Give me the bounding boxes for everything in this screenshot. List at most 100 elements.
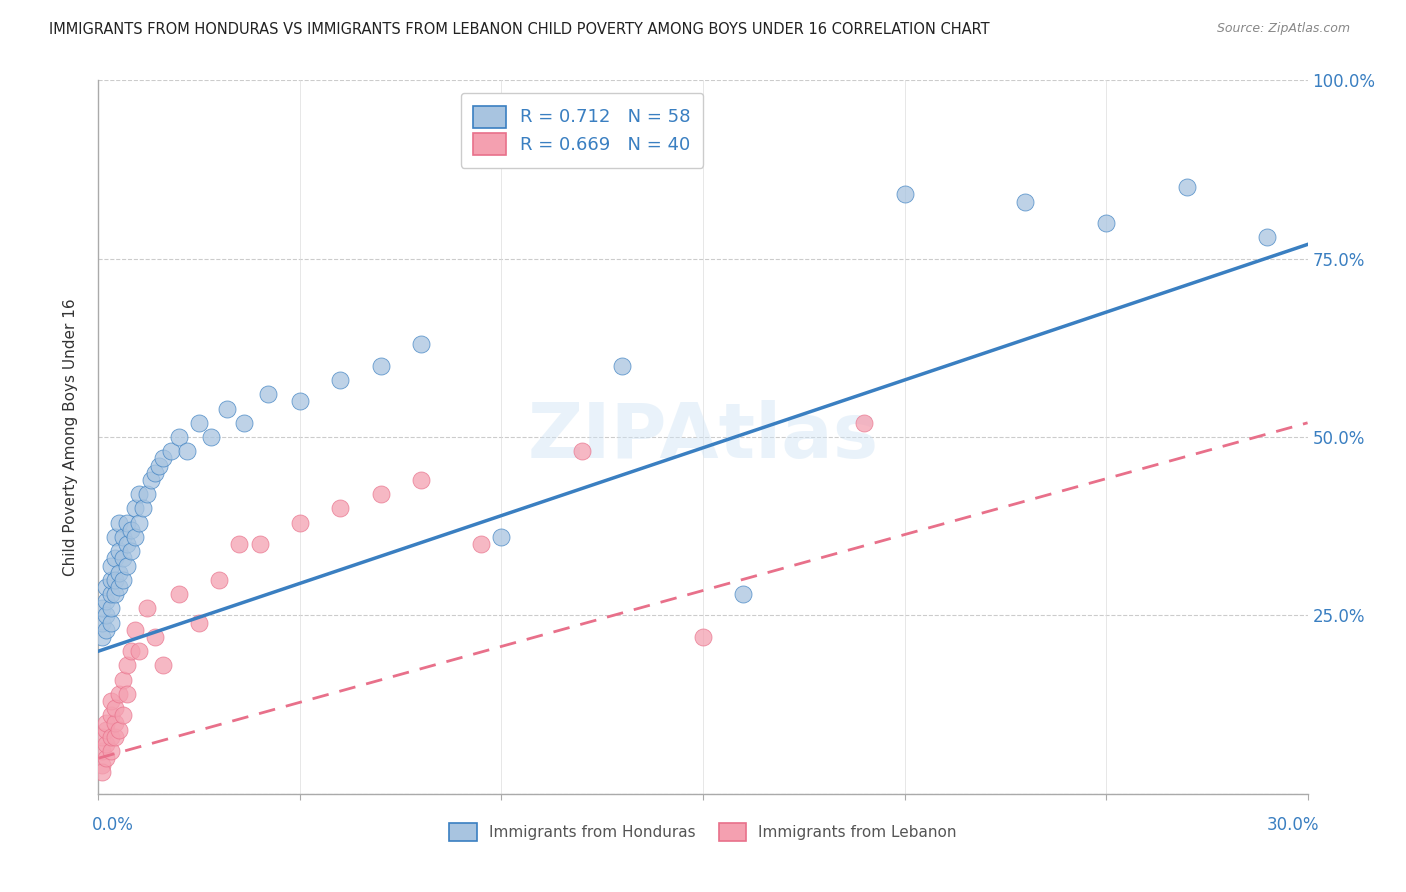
Point — [160, 444, 183, 458]
Point — [103, 701, 125, 715]
Point — [96, 580, 118, 594]
Point — [409, 473, 432, 487]
Point — [692, 630, 714, 644]
Point — [128, 516, 150, 530]
Point — [491, 530, 513, 544]
Point — [1014, 194, 1036, 209]
Point — [208, 573, 231, 587]
Point — [96, 737, 118, 751]
Point — [91, 630, 114, 644]
Point — [148, 458, 170, 473]
Point — [329, 501, 352, 516]
Point — [124, 530, 146, 544]
Point — [91, 765, 114, 780]
Point — [111, 530, 134, 544]
Text: ZIPAtlas: ZIPAtlas — [527, 401, 879, 474]
Point — [96, 594, 118, 608]
Point — [100, 744, 122, 758]
Point — [409, 337, 432, 351]
Point — [100, 694, 122, 708]
Point — [103, 551, 125, 566]
Point — [111, 708, 134, 723]
Point — [96, 723, 118, 737]
Point — [107, 544, 129, 558]
Point — [91, 615, 114, 630]
Text: 0.0%: 0.0% — [91, 816, 134, 834]
Point — [188, 416, 211, 430]
Point — [288, 394, 311, 409]
Point — [96, 751, 118, 765]
Point — [470, 537, 492, 551]
Point — [111, 573, 134, 587]
Point — [91, 758, 114, 772]
Point — [96, 715, 118, 730]
Point — [120, 644, 142, 658]
Point — [120, 523, 142, 537]
Point — [115, 658, 138, 673]
Point — [612, 359, 634, 373]
Point — [288, 516, 311, 530]
Point — [107, 687, 129, 701]
Point — [733, 587, 755, 601]
Point — [167, 430, 190, 444]
Point — [135, 487, 157, 501]
Point — [167, 587, 190, 601]
Point — [217, 401, 239, 416]
Point — [128, 487, 150, 501]
Point — [103, 730, 125, 744]
Point — [115, 558, 138, 573]
Point — [91, 730, 114, 744]
Point — [143, 466, 166, 480]
Point — [188, 615, 211, 630]
Point — [1256, 230, 1278, 244]
Point — [571, 444, 593, 458]
Y-axis label: Child Poverty Among Boys Under 16: Child Poverty Among Boys Under 16 — [63, 298, 77, 576]
Legend: Immigrants from Honduras, Immigrants from Lebanon: Immigrants from Honduras, Immigrants fro… — [440, 814, 966, 850]
Point — [111, 551, 134, 566]
Point — [370, 359, 392, 373]
Point — [103, 715, 125, 730]
Point — [124, 623, 146, 637]
Point — [329, 373, 352, 387]
Point — [107, 723, 129, 737]
Point — [893, 187, 915, 202]
Point — [91, 744, 114, 758]
Point — [120, 544, 142, 558]
Point — [370, 487, 392, 501]
Point — [100, 601, 122, 615]
Text: Source: ZipAtlas.com: Source: ZipAtlas.com — [1216, 22, 1350, 36]
Point — [111, 673, 134, 687]
Point — [232, 416, 254, 430]
Point — [96, 623, 118, 637]
Point — [107, 566, 129, 580]
Point — [103, 530, 125, 544]
Point — [100, 558, 122, 573]
Point — [139, 473, 162, 487]
Point — [228, 537, 250, 551]
Point — [132, 501, 155, 516]
Text: IMMIGRANTS FROM HONDURAS VS IMMIGRANTS FROM LEBANON CHILD POVERTY AMONG BOYS UND: IMMIGRANTS FROM HONDURAS VS IMMIGRANTS F… — [49, 22, 990, 37]
Point — [103, 573, 125, 587]
Point — [249, 537, 271, 551]
Point — [107, 580, 129, 594]
Point — [176, 444, 198, 458]
Point — [152, 658, 174, 673]
Point — [100, 573, 122, 587]
Point — [200, 430, 222, 444]
Point — [124, 501, 146, 516]
Text: 30.0%: 30.0% — [1267, 816, 1319, 834]
Point — [853, 416, 876, 430]
Point — [1095, 216, 1118, 230]
Point — [103, 587, 125, 601]
Point — [152, 451, 174, 466]
Point — [100, 615, 122, 630]
Point — [100, 587, 122, 601]
Point — [256, 387, 278, 401]
Point — [135, 601, 157, 615]
Point — [96, 608, 118, 623]
Point — [115, 516, 138, 530]
Point — [100, 708, 122, 723]
Point — [128, 644, 150, 658]
Point — [115, 687, 138, 701]
Point — [115, 537, 138, 551]
